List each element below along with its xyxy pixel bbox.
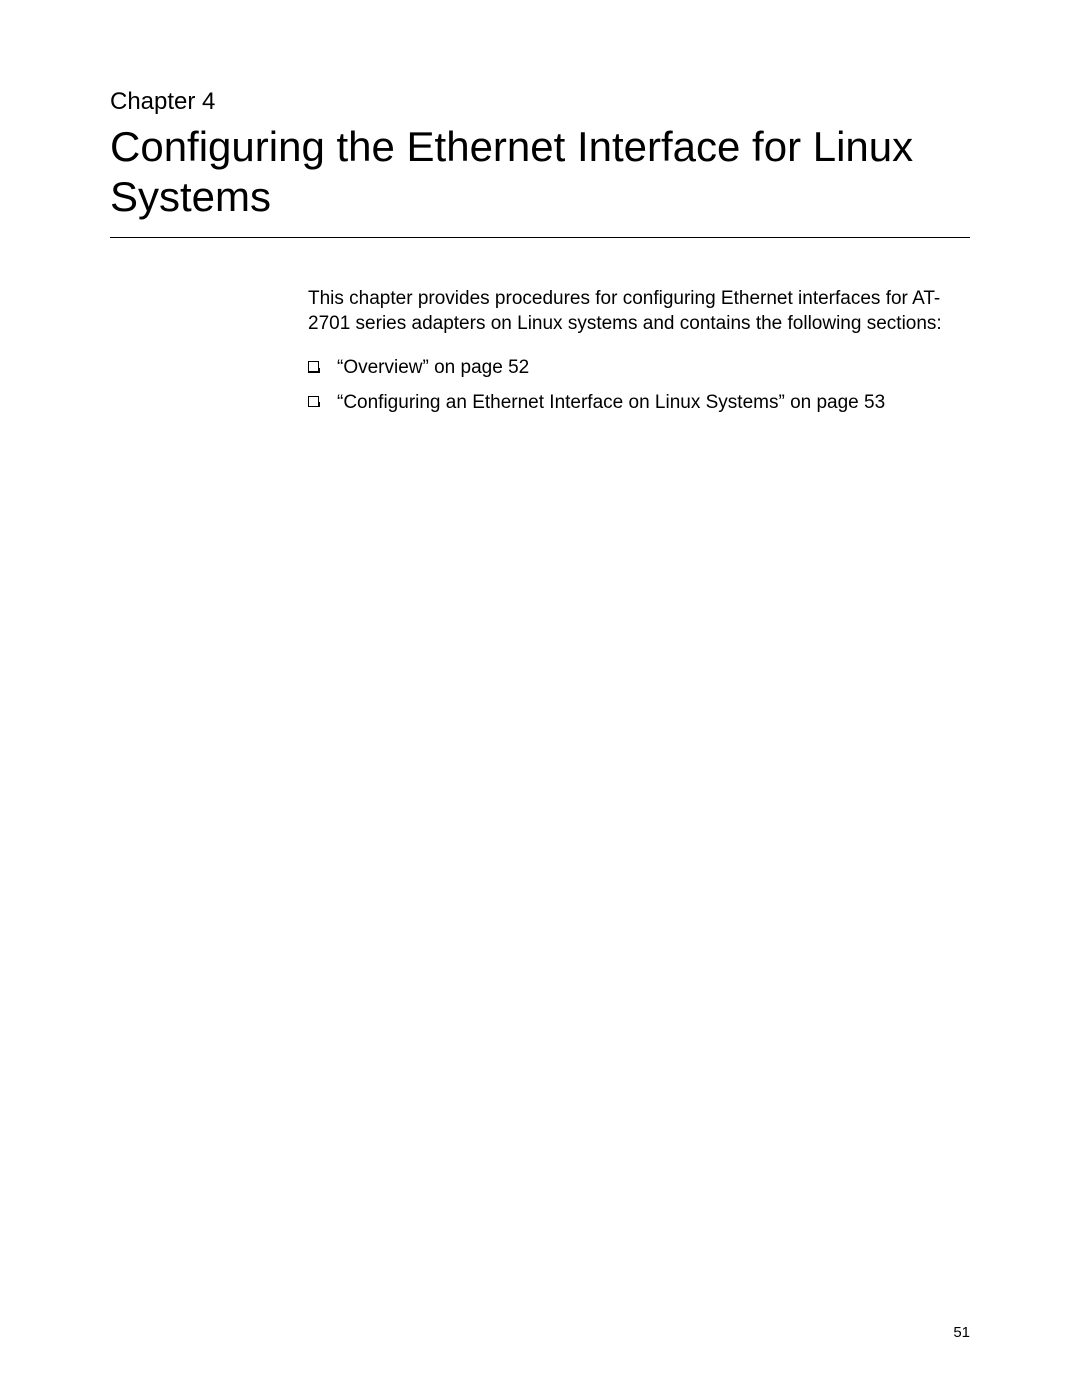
page-container: Chapter 4 Configuring the Ethernet Inter… bbox=[0, 0, 1080, 416]
list-item: “Configuring an Ethernet Interface on Li… bbox=[308, 390, 970, 417]
bullet-text: “Overview” on page 52 bbox=[337, 355, 529, 382]
bullet-text: “Configuring an Ethernet Interface on Li… bbox=[337, 390, 885, 417]
chapter-label: Chapter 4 bbox=[110, 88, 970, 116]
chapter-title: Configuring the Ethernet Interface for L… bbox=[110, 122, 970, 238]
bullet-icon bbox=[308, 396, 319, 407]
list-item: “Overview” on page 52 bbox=[308, 355, 970, 382]
body-content: This chapter provides procedures for con… bbox=[308, 286, 970, 416]
page-number: 51 bbox=[953, 1324, 970, 1341]
bullet-list: “Overview” on page 52 “Configuring an Et… bbox=[308, 355, 970, 416]
bullet-icon bbox=[308, 361, 319, 372]
intro-paragraph: This chapter provides procedures for con… bbox=[308, 286, 970, 337]
